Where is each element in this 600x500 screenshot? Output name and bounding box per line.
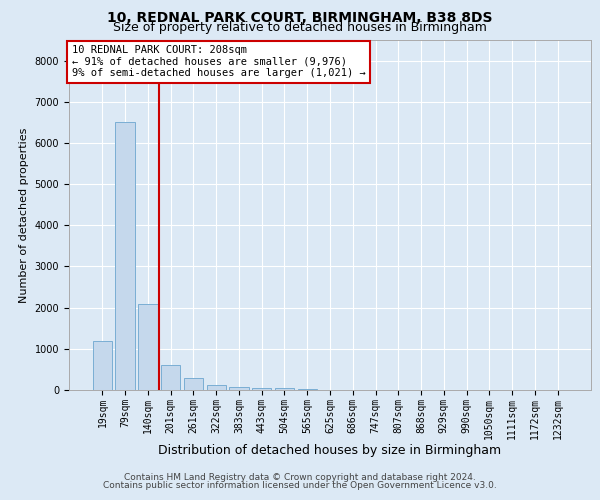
- Bar: [252, 388, 271, 390]
- X-axis label: Distribution of detached houses by size in Birmingham: Distribution of detached houses by size …: [158, 444, 502, 458]
- Text: Contains public sector information licensed under the Open Government Licence v3: Contains public sector information licen…: [103, 481, 497, 490]
- Text: 10 REDNAL PARK COURT: 208sqm
← 91% of detached houses are smaller (9,976)
9% of : 10 REDNAL PARK COURT: 208sqm ← 91% of de…: [71, 46, 365, 78]
- Bar: [229, 386, 248, 390]
- Bar: [184, 378, 203, 390]
- Bar: [161, 366, 181, 390]
- Bar: [115, 122, 135, 390]
- Text: Contains HM Land Registry data © Crown copyright and database right 2024.: Contains HM Land Registry data © Crown c…: [124, 472, 476, 482]
- Bar: [298, 389, 317, 390]
- Bar: [93, 340, 112, 390]
- Text: 10, REDNAL PARK COURT, BIRMINGHAM, B38 8DS: 10, REDNAL PARK COURT, BIRMINGHAM, B38 8…: [107, 11, 493, 25]
- Bar: [138, 304, 158, 390]
- Y-axis label: Number of detached properties: Number of detached properties: [19, 128, 29, 302]
- Text: Size of property relative to detached houses in Birmingham: Size of property relative to detached ho…: [113, 21, 487, 34]
- Bar: [275, 388, 294, 390]
- Bar: [206, 384, 226, 390]
